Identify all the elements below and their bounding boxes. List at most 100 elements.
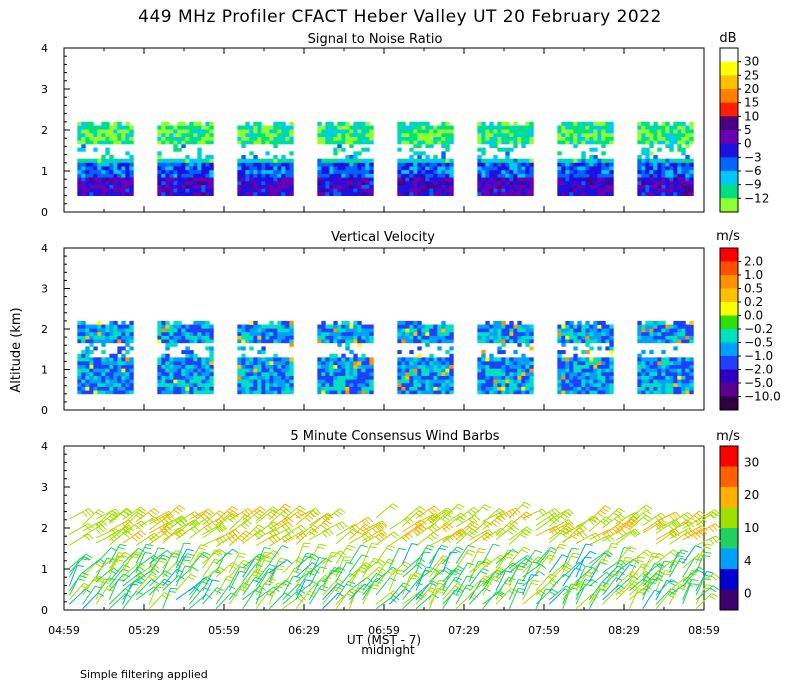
- wind-barb-staff: [175, 565, 186, 587]
- heatmap-cell: [661, 184, 666, 189]
- heatmap-cell: [581, 173, 586, 178]
- heatmap-cell: [677, 177, 682, 182]
- heatmap-cell: [181, 184, 186, 189]
- heatmap-cell: [433, 364, 438, 369]
- heatmap-cell: [177, 335, 182, 340]
- wind-barb-flag: [322, 532, 328, 538]
- heatmap-cell: [321, 140, 326, 145]
- heatmap-cell: [265, 158, 270, 163]
- heatmap-cell: [597, 357, 602, 362]
- heatmap-cell: [673, 364, 678, 369]
- heatmap-cell: [205, 371, 210, 376]
- heatmap-cell: [489, 360, 494, 366]
- heatmap-cell: [165, 339, 170, 344]
- heatmap-cell: [169, 360, 174, 366]
- wind-barb-flag: [150, 573, 158, 578]
- heatmap-cell: [161, 158, 166, 163]
- heatmap-cell: [477, 177, 482, 182]
- heatmap-cell: [169, 173, 174, 178]
- heatmap-cell: [561, 173, 566, 178]
- heatmap-cell: [361, 129, 366, 134]
- heatmap-cell: [509, 360, 514, 366]
- heatmap-cell: [329, 166, 334, 171]
- heatmap-cell: [253, 357, 258, 362]
- heatmap-cell: [641, 379, 646, 384]
- heatmap-cell: [645, 335, 650, 340]
- heatmap-cell: [109, 371, 114, 376]
- wind-barb-staff: [188, 544, 201, 564]
- heatmap-cell: [173, 371, 178, 376]
- heatmap-cell: [637, 180, 642, 185]
- heatmap-cell: [337, 169, 342, 174]
- heatmap-cell: [321, 379, 326, 384]
- heatmap-cell: [97, 129, 102, 134]
- heatmap-cell: [521, 386, 526, 391]
- heatmap-cell: [157, 158, 162, 163]
- heatmap-cell: [513, 132, 518, 137]
- heatmap-cell: [193, 324, 198, 329]
- heatmap-cell: [361, 379, 366, 384]
- heatmap-cell: [417, 143, 422, 149]
- wind-barb-staff: [122, 520, 142, 534]
- heatmap-cell: [653, 371, 658, 376]
- heatmap-cell: [677, 158, 682, 163]
- heatmap-cell: [241, 346, 246, 351]
- heatmap-cell: [113, 136, 118, 141]
- heatmap-cell: [681, 147, 686, 152]
- heatmap-cell: [445, 382, 450, 387]
- heatmap-cell: [265, 151, 270, 156]
- heatmap-cell: [337, 390, 342, 395]
- heatmap-cell: [173, 390, 178, 395]
- heatmap-cell: [565, 357, 570, 362]
- heatmap-cell: [493, 191, 498, 196]
- heatmap-cell: [209, 125, 214, 130]
- heatmap-cell: [589, 331, 594, 336]
- heatmap-cell: [397, 121, 402, 126]
- heatmap-cell: [657, 379, 662, 384]
- heatmap-cell: [113, 353, 118, 358]
- heatmap-cell: [257, 136, 262, 141]
- heatmap-cell: [641, 191, 646, 196]
- heatmap-cell: [257, 390, 262, 395]
- heatmap-cell: [177, 188, 182, 193]
- wind-barb-flag: [128, 519, 134, 526]
- wind-barb-flag: [133, 552, 141, 556]
- heatmap-cell: [577, 382, 582, 387]
- heatmap-cell: [513, 177, 518, 182]
- heatmap-cell: [205, 386, 210, 391]
- heatmap-cell: [181, 335, 186, 340]
- wind-barb-flag: [217, 527, 224, 533]
- heatmap-cell: [673, 121, 678, 126]
- wind-barb: [269, 508, 292, 525]
- wind-barb-flag: [275, 586, 283, 589]
- heatmap-cell: [661, 191, 666, 196]
- heatmap-cell: [329, 162, 334, 167]
- heatmap-cell: [193, 140, 198, 145]
- heatmap-cell: [357, 357, 362, 362]
- heatmap-cell: [241, 136, 246, 141]
- heatmap-cell: [669, 180, 674, 185]
- heatmap-cell: [97, 339, 102, 344]
- heatmap-cell: [525, 136, 530, 141]
- heatmap-cell: [345, 140, 350, 145]
- wind-barb-staff: [309, 557, 327, 574]
- heatmap-cell: [337, 375, 342, 380]
- heatmap-cell: [209, 335, 214, 340]
- heatmap-cell: [485, 371, 490, 376]
- heatmap-cell: [209, 339, 214, 344]
- heatmap-cell: [161, 320, 166, 325]
- heatmap-cell: [101, 155, 106, 160]
- wind-barb-staff: [122, 551, 138, 569]
- heatmap-cell: [85, 371, 90, 376]
- heatmap-cell: [109, 390, 114, 395]
- heatmap-cell: [285, 177, 290, 182]
- heatmap-cell: [353, 180, 358, 185]
- heatmap-cell: [353, 368, 358, 373]
- heatmap-cell: [261, 390, 266, 395]
- wind-barb-flag: [287, 534, 294, 540]
- wind-barb-staff: [108, 544, 121, 564]
- heatmap-cell: [205, 121, 210, 126]
- heatmap-cell: [105, 169, 110, 174]
- heatmap-cell: [425, 169, 430, 174]
- heatmap-cell: [193, 339, 198, 344]
